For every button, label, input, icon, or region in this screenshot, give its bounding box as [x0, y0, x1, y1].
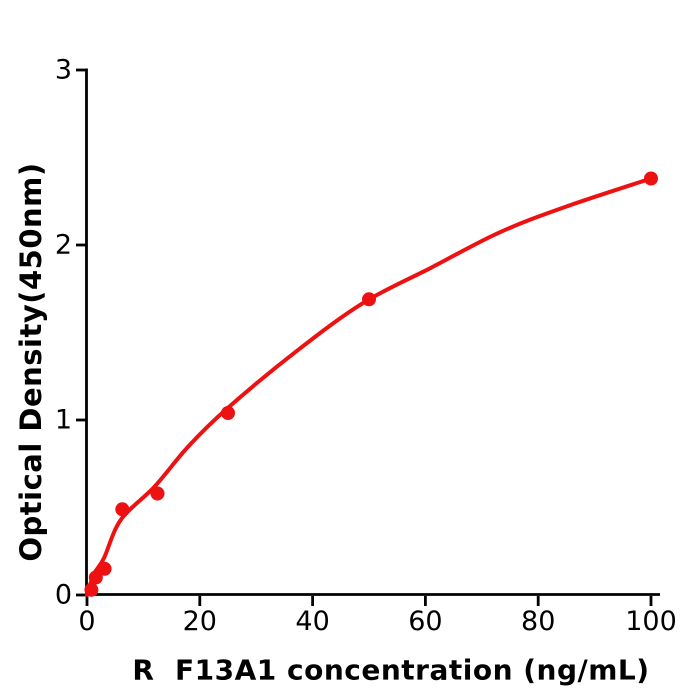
y-tick-label: 1 [55, 405, 72, 436]
x-tick-label: 0 [78, 606, 95, 637]
x-tick-label: 20 [183, 606, 217, 637]
data-point-dot [84, 582, 99, 597]
x-axis-title: R F13A1 concentration (ng/mL) [132, 653, 650, 687]
x-tick-label: 100 [625, 606, 677, 637]
y-tick-label: 2 [55, 230, 72, 261]
data-point-dot [150, 486, 165, 501]
x-tick-label: 60 [408, 606, 442, 637]
data-point-dot [362, 292, 376, 307]
data-point-dot [221, 406, 235, 420]
y-axis-title: Optical Density(450nm) [14, 162, 48, 562]
y-tick-label: 3 [55, 55, 72, 86]
x-tick-label: 80 [521, 606, 555, 637]
x-tick-label: 40 [295, 606, 329, 637]
fit-curve-path [85, 176, 653, 597]
data-point-dot [97, 561, 112, 576]
data-point-dot [644, 171, 658, 186]
y-tick-label: 0 [55, 580, 72, 611]
data-point-dot [115, 502, 130, 517]
data-point-dot [88, 570, 103, 585]
